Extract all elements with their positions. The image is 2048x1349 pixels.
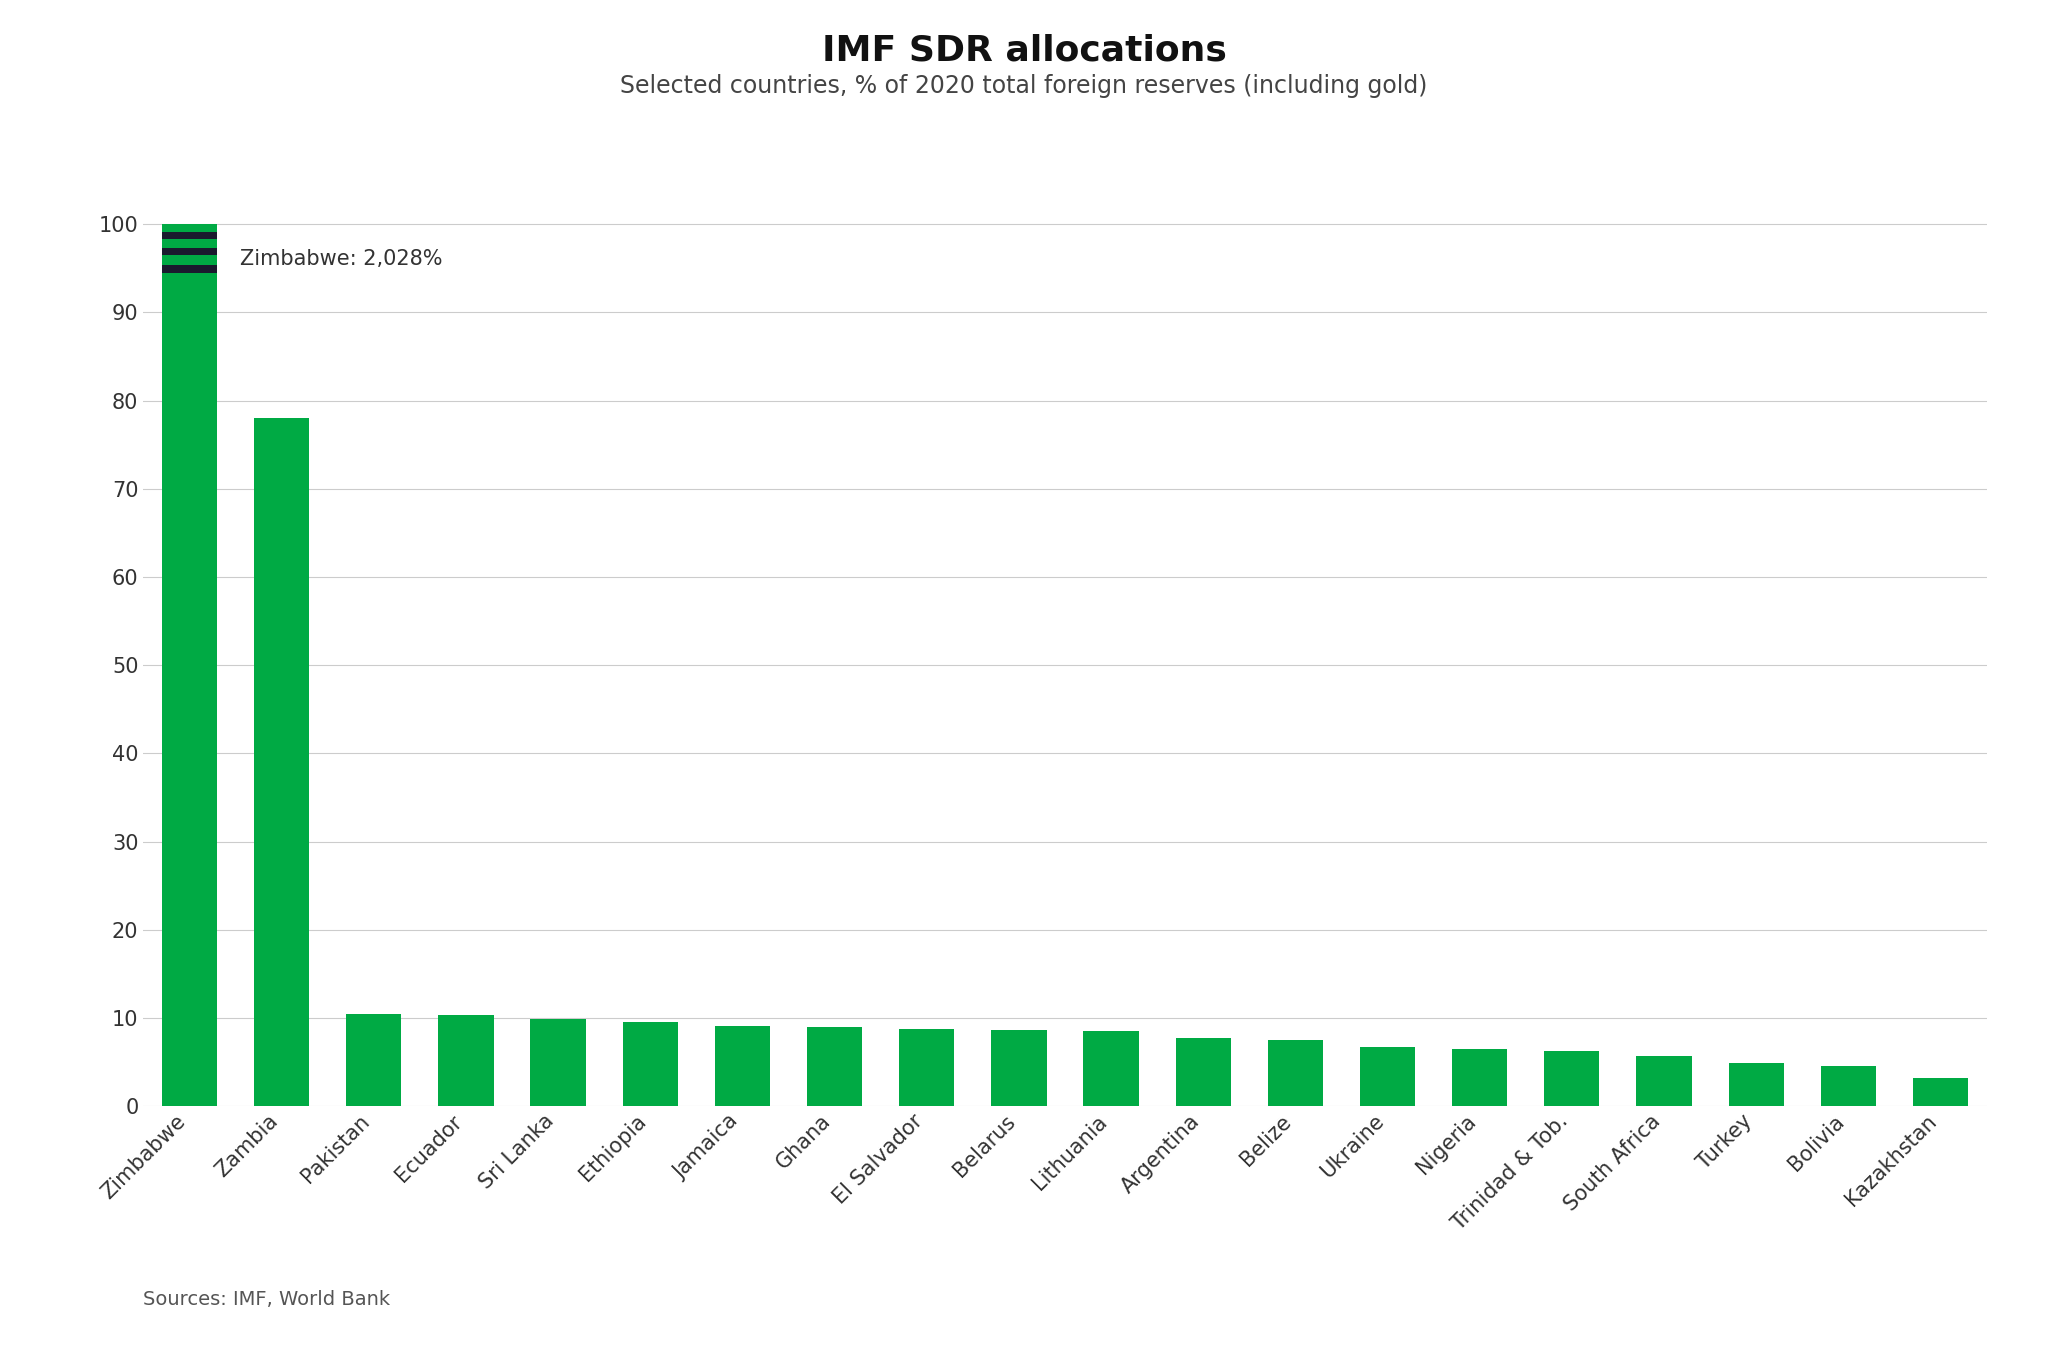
Bar	[1544, 1051, 1599, 1106]
Text: Zimbabwe: 2,028%: Zimbabwe: 2,028%	[240, 250, 442, 270]
Bar	[899, 1029, 954, 1106]
Bar	[715, 1025, 770, 1106]
Bar	[346, 1014, 401, 1106]
Text: IMF SDR allocations: IMF SDR allocations	[821, 34, 1227, 67]
Bar	[162, 232, 217, 239]
Bar	[162, 266, 217, 272]
Bar	[254, 418, 309, 1106]
Bar	[623, 1023, 678, 1106]
Bar	[1176, 1039, 1231, 1106]
Bar	[1636, 1056, 1692, 1106]
Bar	[530, 1018, 586, 1106]
Bar	[162, 247, 217, 255]
Bar	[1452, 1050, 1507, 1106]
Bar	[438, 1016, 494, 1106]
Text: Selected countries, % of 2020 total foreign reserves (including gold): Selected countries, % of 2020 total fore…	[621, 74, 1427, 98]
Bar	[1729, 1063, 1784, 1106]
Bar	[1360, 1047, 1415, 1106]
Bar	[1913, 1078, 1968, 1106]
Bar	[807, 1027, 862, 1106]
Text: Sources: IMF, World Bank: Sources: IMF, World Bank	[143, 1290, 391, 1309]
Bar	[162, 224, 217, 1106]
Bar	[991, 1031, 1047, 1106]
Bar	[1268, 1040, 1323, 1106]
Bar	[1083, 1031, 1139, 1106]
Bar	[1821, 1067, 1876, 1106]
